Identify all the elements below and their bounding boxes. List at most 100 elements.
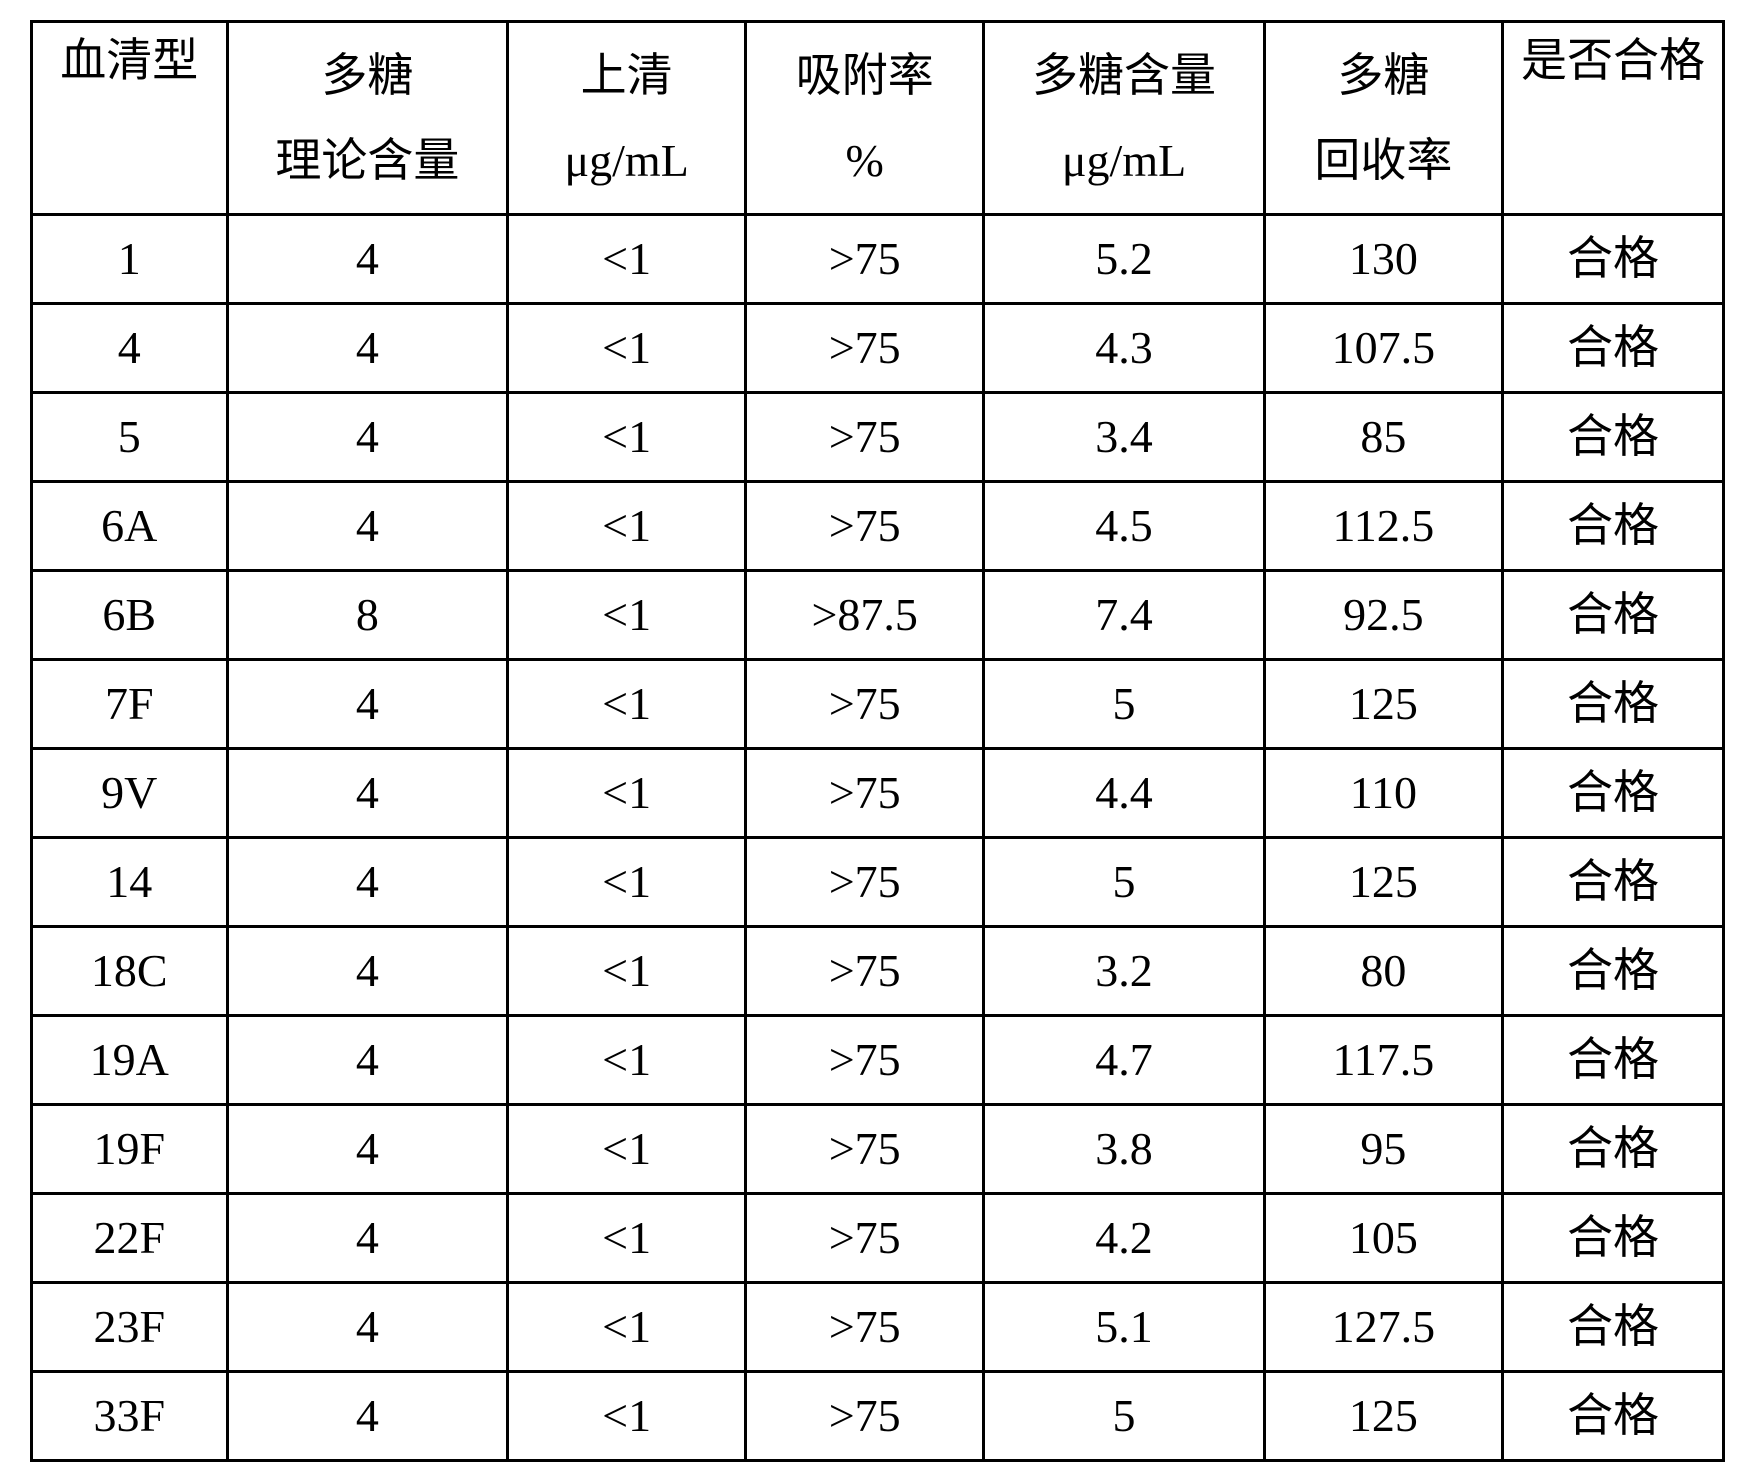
table-cell: 80 — [1264, 927, 1502, 1016]
table-cell: 85 — [1264, 393, 1502, 482]
table-cell: <1 — [508, 1105, 746, 1194]
table-cell: 8 — [227, 571, 508, 660]
table-cell: 6B — [32, 571, 228, 660]
table-cell: 合格 — [1502, 1016, 1723, 1105]
table-cell: 127.5 — [1264, 1283, 1502, 1372]
table-row: 7F4<1>755125合格 — [32, 660, 1724, 749]
column-header-line2: % — [846, 133, 884, 188]
table-cell: 95 — [1264, 1105, 1502, 1194]
column-header-line2: μg/mL — [564, 133, 688, 188]
table-cell: >75 — [746, 1016, 984, 1105]
table-row: 33F4<1>755125合格 — [32, 1372, 1724, 1461]
column-header-line1: 多糖含量 — [1032, 48, 1216, 103]
column-header: 是否合格 — [1502, 22, 1723, 215]
table-cell: 4 — [32, 304, 228, 393]
column-header-line2: 理论含量 — [275, 133, 459, 188]
table-cell: <1 — [508, 1372, 746, 1461]
table-cell: 110 — [1264, 749, 1502, 838]
table-cell: 4 — [227, 1372, 508, 1461]
table-cell: 23F — [32, 1283, 228, 1372]
table-cell: 4 — [227, 1016, 508, 1105]
table-body: 14<1>755.2130合格44<1>754.3107.5合格54<1>753… — [32, 215, 1724, 1461]
table-cell: 4 — [227, 660, 508, 749]
table-cell: >75 — [746, 393, 984, 482]
table-cell: 14 — [32, 838, 228, 927]
table-cell: <1 — [508, 1283, 746, 1372]
table-cell: >75 — [746, 1372, 984, 1461]
data-table: 血清型多糖理论含量上清μg/mL吸附率%多糖含量μg/mL多糖回收率是否合格 1… — [30, 20, 1725, 1462]
table-cell: 1 — [32, 215, 228, 304]
column-header: 血清型 — [32, 22, 228, 215]
table-cell: 18C — [32, 927, 228, 1016]
table-cell: 4.2 — [984, 1194, 1265, 1283]
table-cell: 4 — [227, 838, 508, 927]
table-cell: 125 — [1264, 1372, 1502, 1461]
table-cell: <1 — [508, 927, 746, 1016]
table-cell: <1 — [508, 215, 746, 304]
table-cell: 125 — [1264, 660, 1502, 749]
table-cell: 合格 — [1502, 571, 1723, 660]
table-row: 6A4<1>754.5112.5合格 — [32, 482, 1724, 571]
table-cell: 3.2 — [984, 927, 1265, 1016]
table-cell: 105 — [1264, 1194, 1502, 1283]
table-cell: 4.7 — [984, 1016, 1265, 1105]
table-cell: 5.2 — [984, 215, 1265, 304]
table-cell: >75 — [746, 1194, 984, 1283]
table-cell: 125 — [1264, 838, 1502, 927]
table-cell: 33F — [32, 1372, 228, 1461]
table-row: 23F4<1>755.1127.5合格 — [32, 1283, 1724, 1372]
table-cell: 5 — [32, 393, 228, 482]
table-cell: 4 — [227, 1194, 508, 1283]
table-cell: 9V — [32, 749, 228, 838]
table-cell: 合格 — [1502, 1283, 1723, 1372]
table-cell: 合格 — [1502, 482, 1723, 571]
table-cell: >75 — [746, 482, 984, 571]
table-cell: 合格 — [1502, 660, 1723, 749]
table-cell: <1 — [508, 1016, 746, 1105]
table-cell: 107.5 — [1264, 304, 1502, 393]
table-cell: 4 — [227, 927, 508, 1016]
column-header-line1: 多糖 — [1337, 48, 1429, 103]
table-row: 54<1>753.485合格 — [32, 393, 1724, 482]
column-header: 多糖理论含量 — [227, 22, 508, 215]
table-cell: 7F — [32, 660, 228, 749]
table-cell: >75 — [746, 1283, 984, 1372]
table-cell: >75 — [746, 660, 984, 749]
table-cell: 3.8 — [984, 1105, 1265, 1194]
table-cell: 22F — [32, 1194, 228, 1283]
table-cell: <1 — [508, 1194, 746, 1283]
table-cell: 合格 — [1502, 1194, 1723, 1283]
table-cell: >75 — [746, 749, 984, 838]
table-cell: 19F — [32, 1105, 228, 1194]
table-cell: <1 — [508, 393, 746, 482]
table-cell: >75 — [746, 215, 984, 304]
table-cell: <1 — [508, 571, 746, 660]
table-cell: 19A — [32, 1016, 228, 1105]
table-row: 9V4<1>754.4110合格 — [32, 749, 1724, 838]
table-cell: 4.5 — [984, 482, 1265, 571]
table-cell: 117.5 — [1264, 1016, 1502, 1105]
table-cell: 92.5 — [1264, 571, 1502, 660]
table-cell: <1 — [508, 749, 746, 838]
table-cell: >87.5 — [746, 571, 984, 660]
table-cell: >75 — [746, 304, 984, 393]
table-cell: 合格 — [1502, 749, 1723, 838]
table-row: 14<1>755.2130合格 — [32, 215, 1724, 304]
table-cell: 4 — [227, 1105, 508, 1194]
table-cell: 112.5 — [1264, 482, 1502, 571]
table-cell: >75 — [746, 838, 984, 927]
table-cell: 5 — [984, 660, 1265, 749]
column-header-line1: 血清型 — [60, 33, 198, 88]
table-cell: <1 — [508, 660, 746, 749]
table-cell: 合格 — [1502, 1105, 1723, 1194]
table-row: 19A4<1>754.7117.5合格 — [32, 1016, 1724, 1105]
column-header-line1: 是否合格 — [1521, 33, 1705, 88]
column-header: 多糖含量μg/mL — [984, 22, 1265, 215]
table-cell: 4 — [227, 393, 508, 482]
column-header-line1: 上清 — [581, 48, 673, 103]
table-cell: >75 — [746, 1105, 984, 1194]
column-header-line1: 多糖 — [321, 48, 413, 103]
table-row: 22F4<1>754.2105合格 — [32, 1194, 1724, 1283]
column-header: 吸附率% — [746, 22, 984, 215]
table-cell: 4 — [227, 304, 508, 393]
